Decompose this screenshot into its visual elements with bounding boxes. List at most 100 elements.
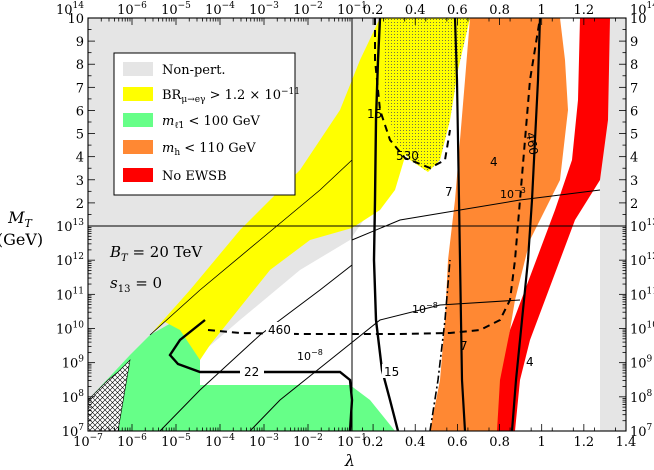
legend: Non-pert. BRμ→eγ > 1.2 × 10−11 mℓ̃1 < 10… <box>113 52 300 196</box>
x-tick-label-log: 10−6 <box>117 433 147 450</box>
y-tick-label-linear: 2 <box>76 197 84 212</box>
y-tick-label-linear-right: 6 <box>630 104 638 119</box>
hatched-corner <box>88 359 131 431</box>
y-tick-label-linear: 3 <box>76 174 84 189</box>
annotation-bt: BT = 20 TeV <box>109 243 203 264</box>
x-tick-label-top-log: 10−4 <box>205 1 235 18</box>
higgs-region <box>430 18 568 431</box>
y-tick-label-linear: 5 <box>76 128 84 143</box>
x-tick-label-linear: 1.4 <box>616 435 637 450</box>
x-tick-label-top: 0.6 <box>447 3 468 18</box>
x-tick-label-top-log: 10−2 <box>293 1 323 18</box>
y-tick-label-linear-right: 4 <box>630 151 638 166</box>
contour-label-460-right: 460 <box>523 131 541 156</box>
y-tick-label-linear-right: 9 <box>630 35 638 50</box>
legend-swatch-br <box>123 87 153 101</box>
y-tick-label-log-right: 1010 <box>630 321 654 338</box>
noewsb-region <box>497 18 610 431</box>
contour-460 <box>207 18 541 335</box>
contour-label-22: 22 <box>244 365 259 379</box>
y-tick-label-top: 1014 <box>56 1 84 18</box>
y-tick-label-log: 108 <box>62 389 85 406</box>
y-tick-label-log: 1013 <box>56 218 84 235</box>
x-tick-label-junction-top: 10−1 <box>337 1 367 18</box>
legend-swatch-noewsb <box>123 168 153 182</box>
contour-7 <box>453 18 467 431</box>
contour-label-1e-8-right: 10−8 <box>412 301 438 316</box>
contour-labels: 22 15 15 7 7 4 4 460 460 530 10−3 10−8 1… <box>240 107 541 379</box>
contour-label-4-lower: 4 <box>526 355 534 369</box>
y-tick-label-linear: 6 <box>76 104 84 119</box>
x-tick-label-linear: 0.6 <box>447 435 468 450</box>
dotted-region <box>385 18 470 172</box>
x-tick-label-top: 1 <box>538 3 546 18</box>
y-tick-label-linear: 9 <box>76 35 84 50</box>
y-tick-label-linear-right: 7 <box>630 81 638 96</box>
y-tick-label-linear: 4 <box>76 151 84 166</box>
x-tick-label-linear: 0.4 <box>405 435 426 450</box>
y-tick-label-linear-right: 5 <box>630 128 638 143</box>
x-tick-label-log: 10−2 <box>293 433 323 450</box>
y-tick-label-log-right: 109 <box>630 355 653 372</box>
y-axis-label-symbol: MT <box>7 208 33 230</box>
x-tick-label-log: 10−4 <box>205 433 235 450</box>
contour-22 <box>168 319 354 431</box>
contour-label-15-upper: 15 <box>367 107 382 121</box>
plot-frame <box>87 17 627 432</box>
y-tick-label-log-right: 108 <box>630 389 653 406</box>
dashdot-line <box>429 259 451 431</box>
x-tick-label-log: 10−5 <box>161 433 191 450</box>
contour-1e-8a <box>159 264 353 431</box>
x-tick-label-top-log: 10−6 <box>117 1 147 18</box>
tick-labels: 10−7 10−6 10−5 10−4 10−3 10−2 10−110−10.2 0.4 0.… <box>56 1 654 450</box>
y-tick-label-log-right: 1013 <box>630 218 654 235</box>
y-tick-label-linear: 10 <box>67 12 84 27</box>
legend-swatch-slepton <box>123 113 153 127</box>
y-tick-label-log: 1010 <box>56 321 84 338</box>
x-tick-label-log: 10−3 <box>249 433 279 450</box>
legend-swatch-higgs <box>123 140 153 154</box>
x-axis-label: λ <box>344 451 355 470</box>
x-tick-label-log: 10−7 <box>73 433 103 450</box>
x-tick-label-linear: 1 <box>538 435 546 450</box>
y-tick-label-log: 1012 <box>56 252 84 269</box>
x-tick-label-top: 0.4 <box>405 3 426 18</box>
contour-label-1e-8-left: 10−8 <box>297 348 323 363</box>
x-tick-label-top: 0.2 <box>363 3 384 18</box>
contour-label-1e-3: 10−3 <box>500 186 526 201</box>
legend-label-higgs: mh < 110 GeV <box>162 141 256 158</box>
y-tick-label-linear: 8 <box>76 58 84 73</box>
contour-530 <box>374 18 451 170</box>
y-tick-label-linear-right: 3 <box>630 174 638 189</box>
y-tick-label-log: 109 <box>62 355 85 372</box>
y-axis-label-unit: (GeV) <box>0 230 43 249</box>
contour-label-4-upper: 4 <box>490 155 498 169</box>
y-tick-label-top-right: 1014 <box>630 1 654 18</box>
x-tick-label-linear: 1.2 <box>574 435 595 450</box>
legend-label-noewsb: No EWSB <box>162 169 227 184</box>
contour-1e-8b <box>249 299 521 431</box>
y-tick-label-linear-right: 8 <box>630 58 638 73</box>
boundary-thin <box>149 159 353 336</box>
contour-label-530: 530 <box>396 149 419 163</box>
x-tick-label-top: 1.2 <box>574 3 595 18</box>
x-tick-label-top-log: 10−5 <box>161 1 191 18</box>
contour-label-15-lower: 15 <box>384 365 399 379</box>
contours <box>149 18 601 431</box>
label-bg-22 <box>240 364 264 378</box>
y-tick-label-log-right: 1011 <box>630 286 654 303</box>
y-tick-label-log: 1011 <box>56 286 84 303</box>
x-tick-label-top: 0.8 <box>489 3 510 18</box>
label-bg-15-lower <box>382 364 400 378</box>
contour-label-460-left: 460 <box>268 323 291 337</box>
label-bg-460 <box>266 322 294 336</box>
annotation-s13: s13 = 0 <box>110 274 162 295</box>
contour-label-7-lower: 7 <box>460 339 468 353</box>
legend-label-br: BRμ→eγ > 1.2 × 10−11 <box>162 87 300 105</box>
y-tick-label-linear-right: 2 <box>630 197 638 212</box>
y-tick-label-log-right: 1012 <box>630 252 654 269</box>
y-tick-label-log: 107 <box>62 423 85 440</box>
legend-label-nonpert: Non-pert. <box>162 63 226 78</box>
plot-regions <box>88 18 626 431</box>
